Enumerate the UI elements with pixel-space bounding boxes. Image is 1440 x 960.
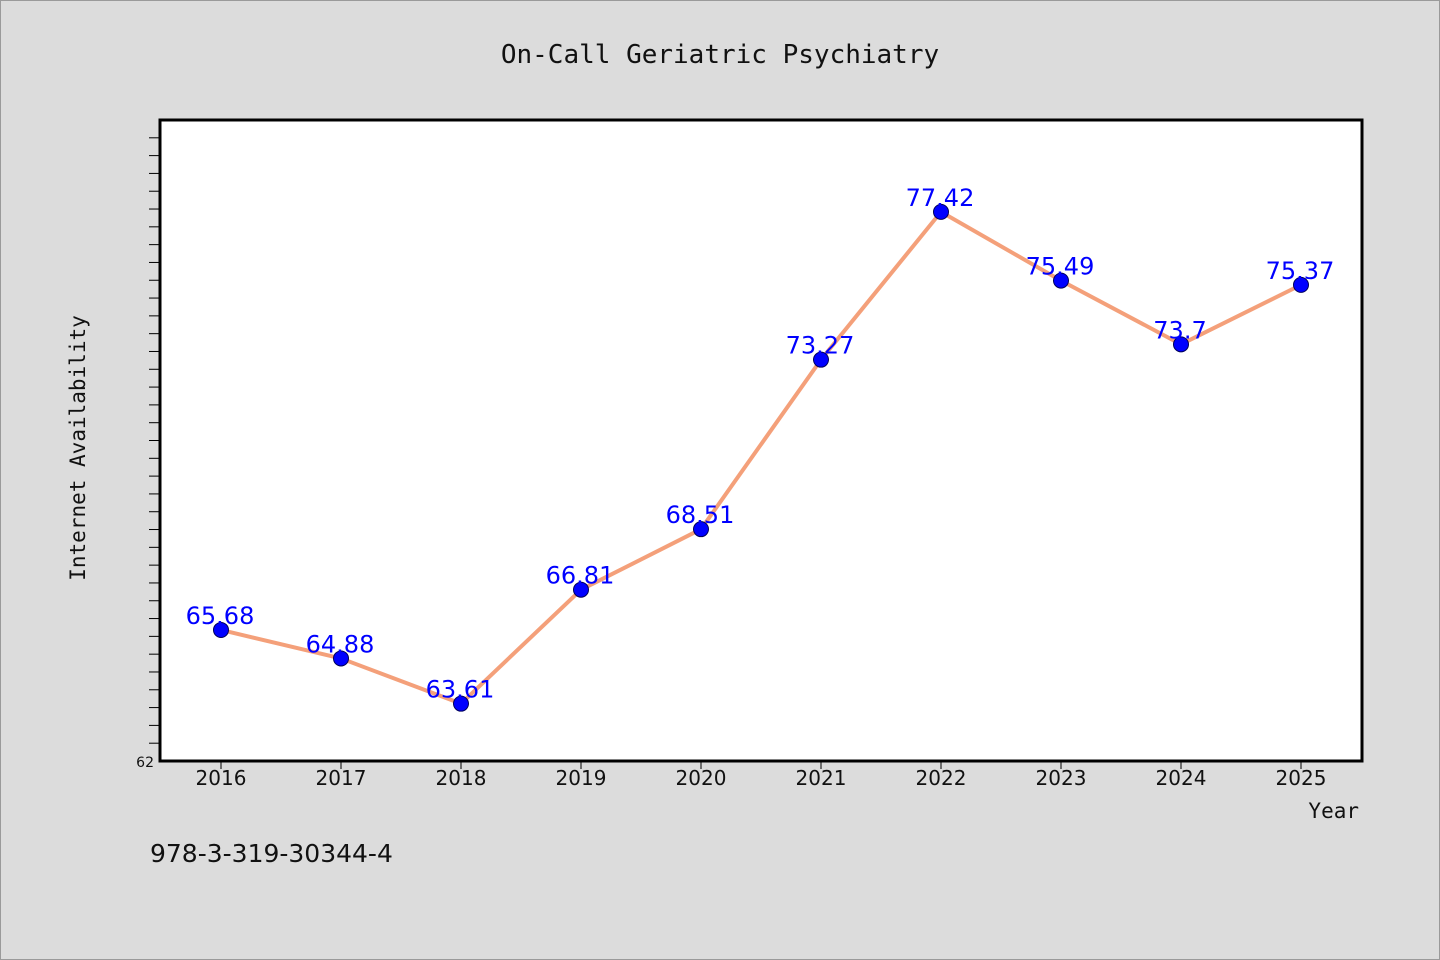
- data-point: [933, 203, 949, 220]
- data-label: 75.37: [1266, 257, 1335, 285]
- data-label: 68.51: [666, 501, 735, 529]
- data-point: [333, 650, 349, 667]
- data-label: 77.42: [906, 184, 975, 212]
- x-axis-label: Year: [1308, 799, 1359, 823]
- plot-area: [158, 118, 1364, 763]
- x-tick-label: 2021: [796, 766, 847, 790]
- data-point: [813, 351, 829, 368]
- x-tick-label: 2022: [916, 766, 967, 790]
- data-label: 64.88: [306, 630, 375, 658]
- data-label: 73.27: [786, 332, 855, 360]
- series-line: [219, 209, 1303, 706]
- x-axis-ticks: 2016 2017 2018 2019 2020 2021 2022 2023 2024 2025: [196, 761, 1327, 790]
- data-label: 75.49: [1026, 253, 1095, 281]
- data-point: [1173, 336, 1189, 353]
- y-tick-label-min: 62: [136, 755, 154, 771]
- x-tick-label: 2016: [196, 766, 247, 790]
- data-point: [693, 521, 709, 538]
- data-point: [1053, 272, 1069, 289]
- data-label: 73.7: [1153, 316, 1206, 344]
- y-axis-ticks: [149, 137, 160, 744]
- x-tick-label: 2017: [316, 766, 367, 790]
- x-tick-label: 2020: [676, 766, 727, 790]
- x-tick-label: 2019: [556, 766, 607, 790]
- x-tick-label: 2018: [436, 766, 487, 790]
- chart-title: On-Call Geriatric Psychiatry: [501, 40, 939, 70]
- isbn-text: 978-3-319-30344-4: [150, 839, 393, 868]
- data-point: [573, 581, 589, 598]
- data-point: [453, 695, 469, 712]
- y-axis-label: Internet Availability: [66, 315, 90, 581]
- x-tick-label: 2023: [1036, 766, 1087, 790]
- x-tick-label: 2024: [1156, 766, 1207, 790]
- data-point: [1293, 276, 1309, 293]
- data-label: 66.81: [546, 562, 615, 590]
- series-layer: 65.68 64.88 63.61 66.81 68.51 73.27 77.42 75.49…: [186, 184, 1335, 712]
- data-label: 63.61: [426, 676, 495, 704]
- x-tick-label: 2025: [1276, 766, 1327, 790]
- data-label: 65.68: [186, 602, 255, 630]
- data-point: [213, 621, 229, 638]
